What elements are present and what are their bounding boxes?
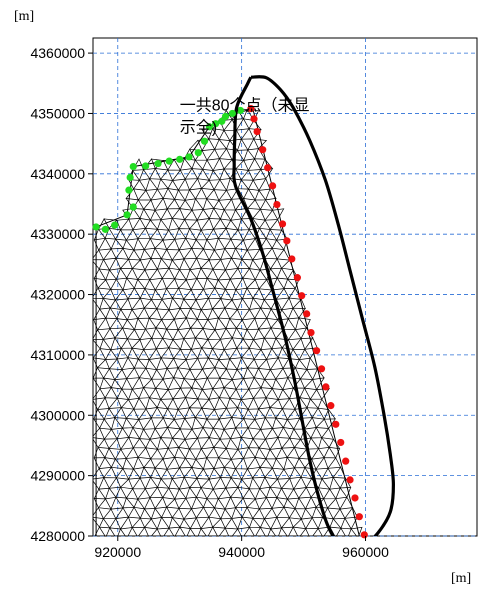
red-boundary-point bbox=[332, 420, 340, 428]
boundary-points bbox=[92, 105, 368, 539]
green-boundary-point bbox=[205, 123, 214, 131]
axis-ticks: 4280000 4290000 4300000 4310000 4320000 43300… bbox=[30, 45, 389, 560]
y-tick-label: 4360000 bbox=[30, 45, 85, 61]
green-boundary-point bbox=[236, 106, 245, 115]
green-boundary-point bbox=[200, 137, 209, 145]
red-boundary-point bbox=[327, 402, 335, 410]
green-boundary-point bbox=[125, 186, 133, 194]
red-boundary-point bbox=[259, 146, 267, 154]
red-boundary-point bbox=[303, 310, 311, 318]
red-boundary-point bbox=[312, 347, 321, 355]
red-boundary-point bbox=[253, 127, 261, 136]
annotation-line-1: 一共80个点（未显 bbox=[180, 96, 310, 114]
red-boundary-point bbox=[288, 255, 296, 263]
red-boundary-point bbox=[351, 494, 359, 502]
y-axis-unit: [m] bbox=[14, 9, 34, 24]
y-tick-label: 4320000 bbox=[30, 287, 85, 303]
green-boundary-point bbox=[129, 162, 137, 171]
green-boundary-point bbox=[129, 203, 137, 211]
red-boundary-point bbox=[317, 365, 326, 373]
red-boundary-point bbox=[322, 383, 330, 391]
green-boundary-point bbox=[212, 120, 220, 128]
red-boundary-point bbox=[278, 220, 287, 228]
outline-curve-layer bbox=[232, 75, 395, 536]
red-boundary-point bbox=[342, 457, 350, 465]
y-tick-label: 4300000 bbox=[30, 407, 85, 423]
red-boundary-point bbox=[293, 274, 301, 282]
red-boundary-point bbox=[250, 115, 258, 123]
y-tick-label: 4340000 bbox=[30, 166, 85, 182]
green-boundary-point bbox=[221, 112, 230, 121]
red-boundary-point bbox=[307, 328, 315, 337]
y-tick-label: 4330000 bbox=[30, 226, 85, 242]
green-boundary-point bbox=[165, 157, 173, 165]
y-tick-label: 4350000 bbox=[30, 105, 85, 121]
mesh-triangles bbox=[93, 108, 363, 536]
x-tick-label: 940000 bbox=[218, 544, 265, 560]
green-boundary-point bbox=[101, 225, 109, 233]
x-tick-label: 960000 bbox=[342, 544, 389, 560]
annotation-text: 一共80个点（未显 示全) bbox=[180, 96, 314, 136]
y-tick-label: 4310000 bbox=[30, 347, 85, 363]
red-boundary-point bbox=[337, 438, 345, 447]
green-boundary-point bbox=[123, 211, 131, 219]
red-boundary-point bbox=[355, 513, 363, 521]
red-boundary-point bbox=[273, 201, 281, 209]
y-tick-label: 4290000 bbox=[30, 468, 85, 484]
green-boundary-point bbox=[194, 149, 202, 157]
outline-curve bbox=[232, 75, 395, 536]
red-boundary-point bbox=[298, 292, 306, 300]
annotation-line-2: 示全) bbox=[180, 118, 217, 136]
green-boundary-point bbox=[111, 221, 119, 229]
green-boundary-point bbox=[142, 162, 150, 170]
green-boundary-point bbox=[92, 223, 100, 231]
green-boundary-point bbox=[176, 155, 184, 163]
red-boundary-point bbox=[283, 237, 291, 245]
x-axis-unit: [m] bbox=[451, 571, 471, 586]
red-boundary-point bbox=[346, 476, 354, 484]
x-tick-label: 920000 bbox=[94, 544, 141, 560]
y-tick-label: 4280000 bbox=[30, 528, 85, 544]
green-boundary-point bbox=[228, 109, 236, 118]
green-boundary-point bbox=[154, 159, 162, 168]
red-boundary-point bbox=[360, 531, 368, 539]
red-boundary-point bbox=[264, 164, 272, 172]
grid-lines bbox=[93, 38, 477, 537]
green-boundary-point bbox=[126, 173, 134, 182]
green-boundary-point bbox=[185, 153, 193, 161]
red-boundary-point bbox=[269, 182, 277, 190]
red-boundary-point bbox=[247, 105, 255, 113]
